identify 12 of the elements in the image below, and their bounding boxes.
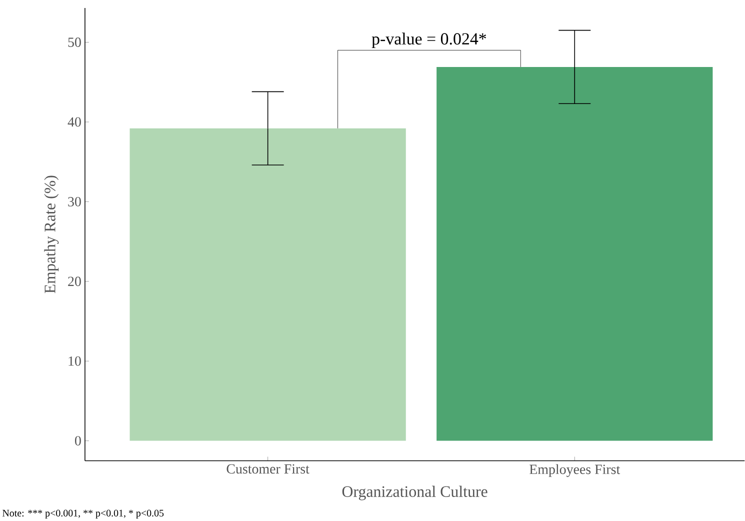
x-tick-label: Employees First [530, 464, 620, 478]
text: Note: *** p<0.001, ** p<0.01, * p<0.05 [2, 510, 164, 519]
x-axis-title: Organizational Culture [342, 486, 488, 500]
y-tick-label: 10 [68, 356, 81, 366]
y-tick-label: 20 [68, 276, 81, 286]
annotation: p-value = 0.024* [372, 32, 486, 48]
x-tick-label: Customer First [226, 464, 310, 474]
y-tick-label: 30 [68, 197, 81, 207]
y-tick-label: 0 [75, 436, 81, 446]
y-axis-title: Empathy Rate (%) [44, 176, 59, 294]
y-tick-label: 40 [68, 117, 81, 127]
y-tick-label: 50 [68, 38, 81, 48]
